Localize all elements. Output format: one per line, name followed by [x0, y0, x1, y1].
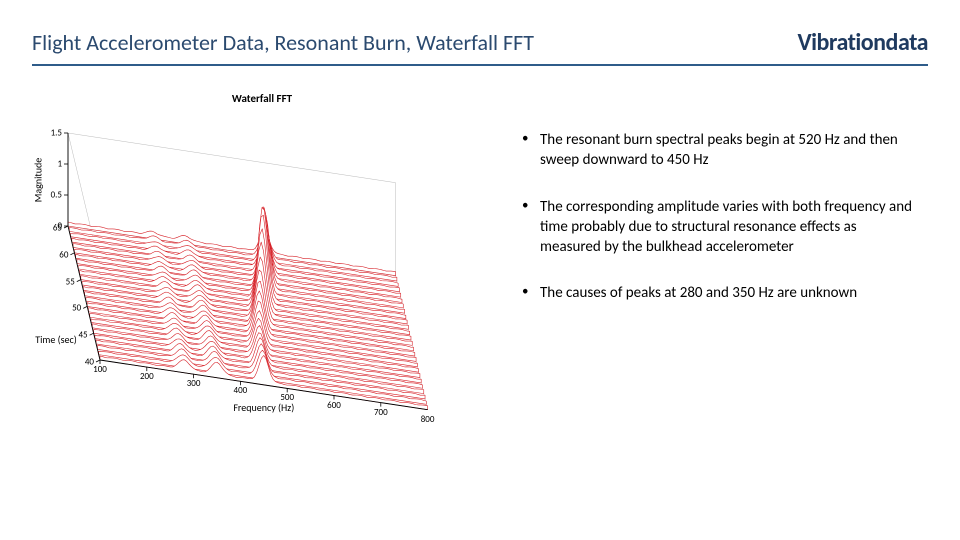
axis-tick: 45: [78, 330, 87, 341]
bullet-item: The causes of peaks at 280 and 350 Hz ar…: [522, 283, 918, 303]
bullet-item: The resonant burn spectral peaks begin a…: [522, 130, 918, 171]
axis-tick: 400: [234, 385, 248, 396]
axis-tick: 1: [57, 159, 62, 170]
axis-tick: 40: [85, 357, 94, 368]
brand-logo: Vibrationdata: [797, 28, 928, 57]
slide-title: Flight Accelerometer Data, Resonant Burn…: [32, 29, 534, 56]
chart-title: Waterfall FFT: [32, 92, 492, 105]
axis-tick: 300: [187, 378, 201, 389]
header-rule: [32, 64, 928, 66]
slide: Flight Accelerometer Data, Resonant Burn…: [0, 0, 960, 540]
axis-tick: 1.5: [51, 128, 62, 139]
x-axis-label: Frequency (Hz): [233, 401, 294, 414]
axis-tick: 55: [66, 276, 75, 287]
bullet-item: The corresponding amplitude varies with …: [522, 197, 918, 258]
text-column: The resonant burn spectral peaks begin a…: [522, 90, 928, 520]
header: Flight Accelerometer Data, Resonant Burn…: [32, 22, 928, 62]
axis-tick: 0.5: [51, 190, 62, 201]
axis-tick: 0: [57, 221, 62, 232]
axis-tick: 60: [59, 249, 68, 260]
chart-axes: 100200300400500600700800Frequency (Hz)40…: [62, 116, 482, 410]
waterfall-chart: Waterfall FFT 100200300400500600700800Fr…: [32, 90, 492, 430]
y-axis-label: Time (sec): [35, 333, 77, 346]
axis-tick: 50: [72, 303, 81, 314]
axis-tick: 200: [140, 371, 154, 382]
axis-tick: 800: [421, 414, 435, 425]
axis-tick: 700: [374, 407, 388, 418]
axis-tick: 100: [93, 364, 107, 375]
content-area: Waterfall FFT 100200300400500600700800Fr…: [32, 90, 928, 520]
bullet-list: The resonant burn spectral peaks begin a…: [522, 130, 918, 304]
axis-tick: 600: [327, 400, 341, 411]
chart-svg: [62, 116, 482, 410]
z-axis-label: Magnitude: [32, 157, 45, 201]
chart-column: Waterfall FFT 100200300400500600700800Fr…: [32, 90, 492, 520]
